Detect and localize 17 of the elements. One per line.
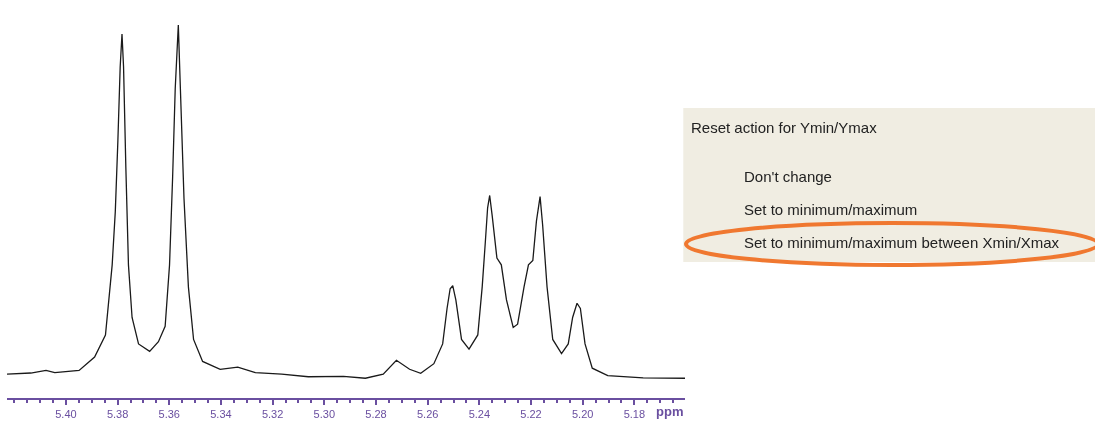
text: Reset action for Ymin/Ymax: [691, 119, 878, 136]
x-axis-title: ppm: [656, 404, 684, 419]
x-tick-label: 5.40: [55, 408, 77, 421]
x-tick-label: 5.20: [572, 408, 594, 421]
x-tick-label: 5.18: [623, 408, 646, 421]
x-tick-label: 5.22: [520, 408, 542, 421]
x-tick-label: 5.38: [106, 408, 129, 421]
text: Set to minimum/maximum: [744, 201, 918, 218]
x-tick-label: 5.28: [365, 408, 387, 421]
text: Set to minimum/maximum between Xmin/Xmax: [744, 234, 1060, 251]
x-tick-label: 5.26: [416, 408, 439, 421]
x-tick-label: 5.24: [468, 408, 491, 421]
text: Don't change: [744, 168, 832, 185]
x-tick-label: 5.34: [210, 408, 232, 421]
x-tick-label: 5.36: [158, 408, 180, 421]
x-tick-label: 5.30: [313, 408, 336, 421]
x-tick-label: 5.32: [261, 408, 284, 421]
